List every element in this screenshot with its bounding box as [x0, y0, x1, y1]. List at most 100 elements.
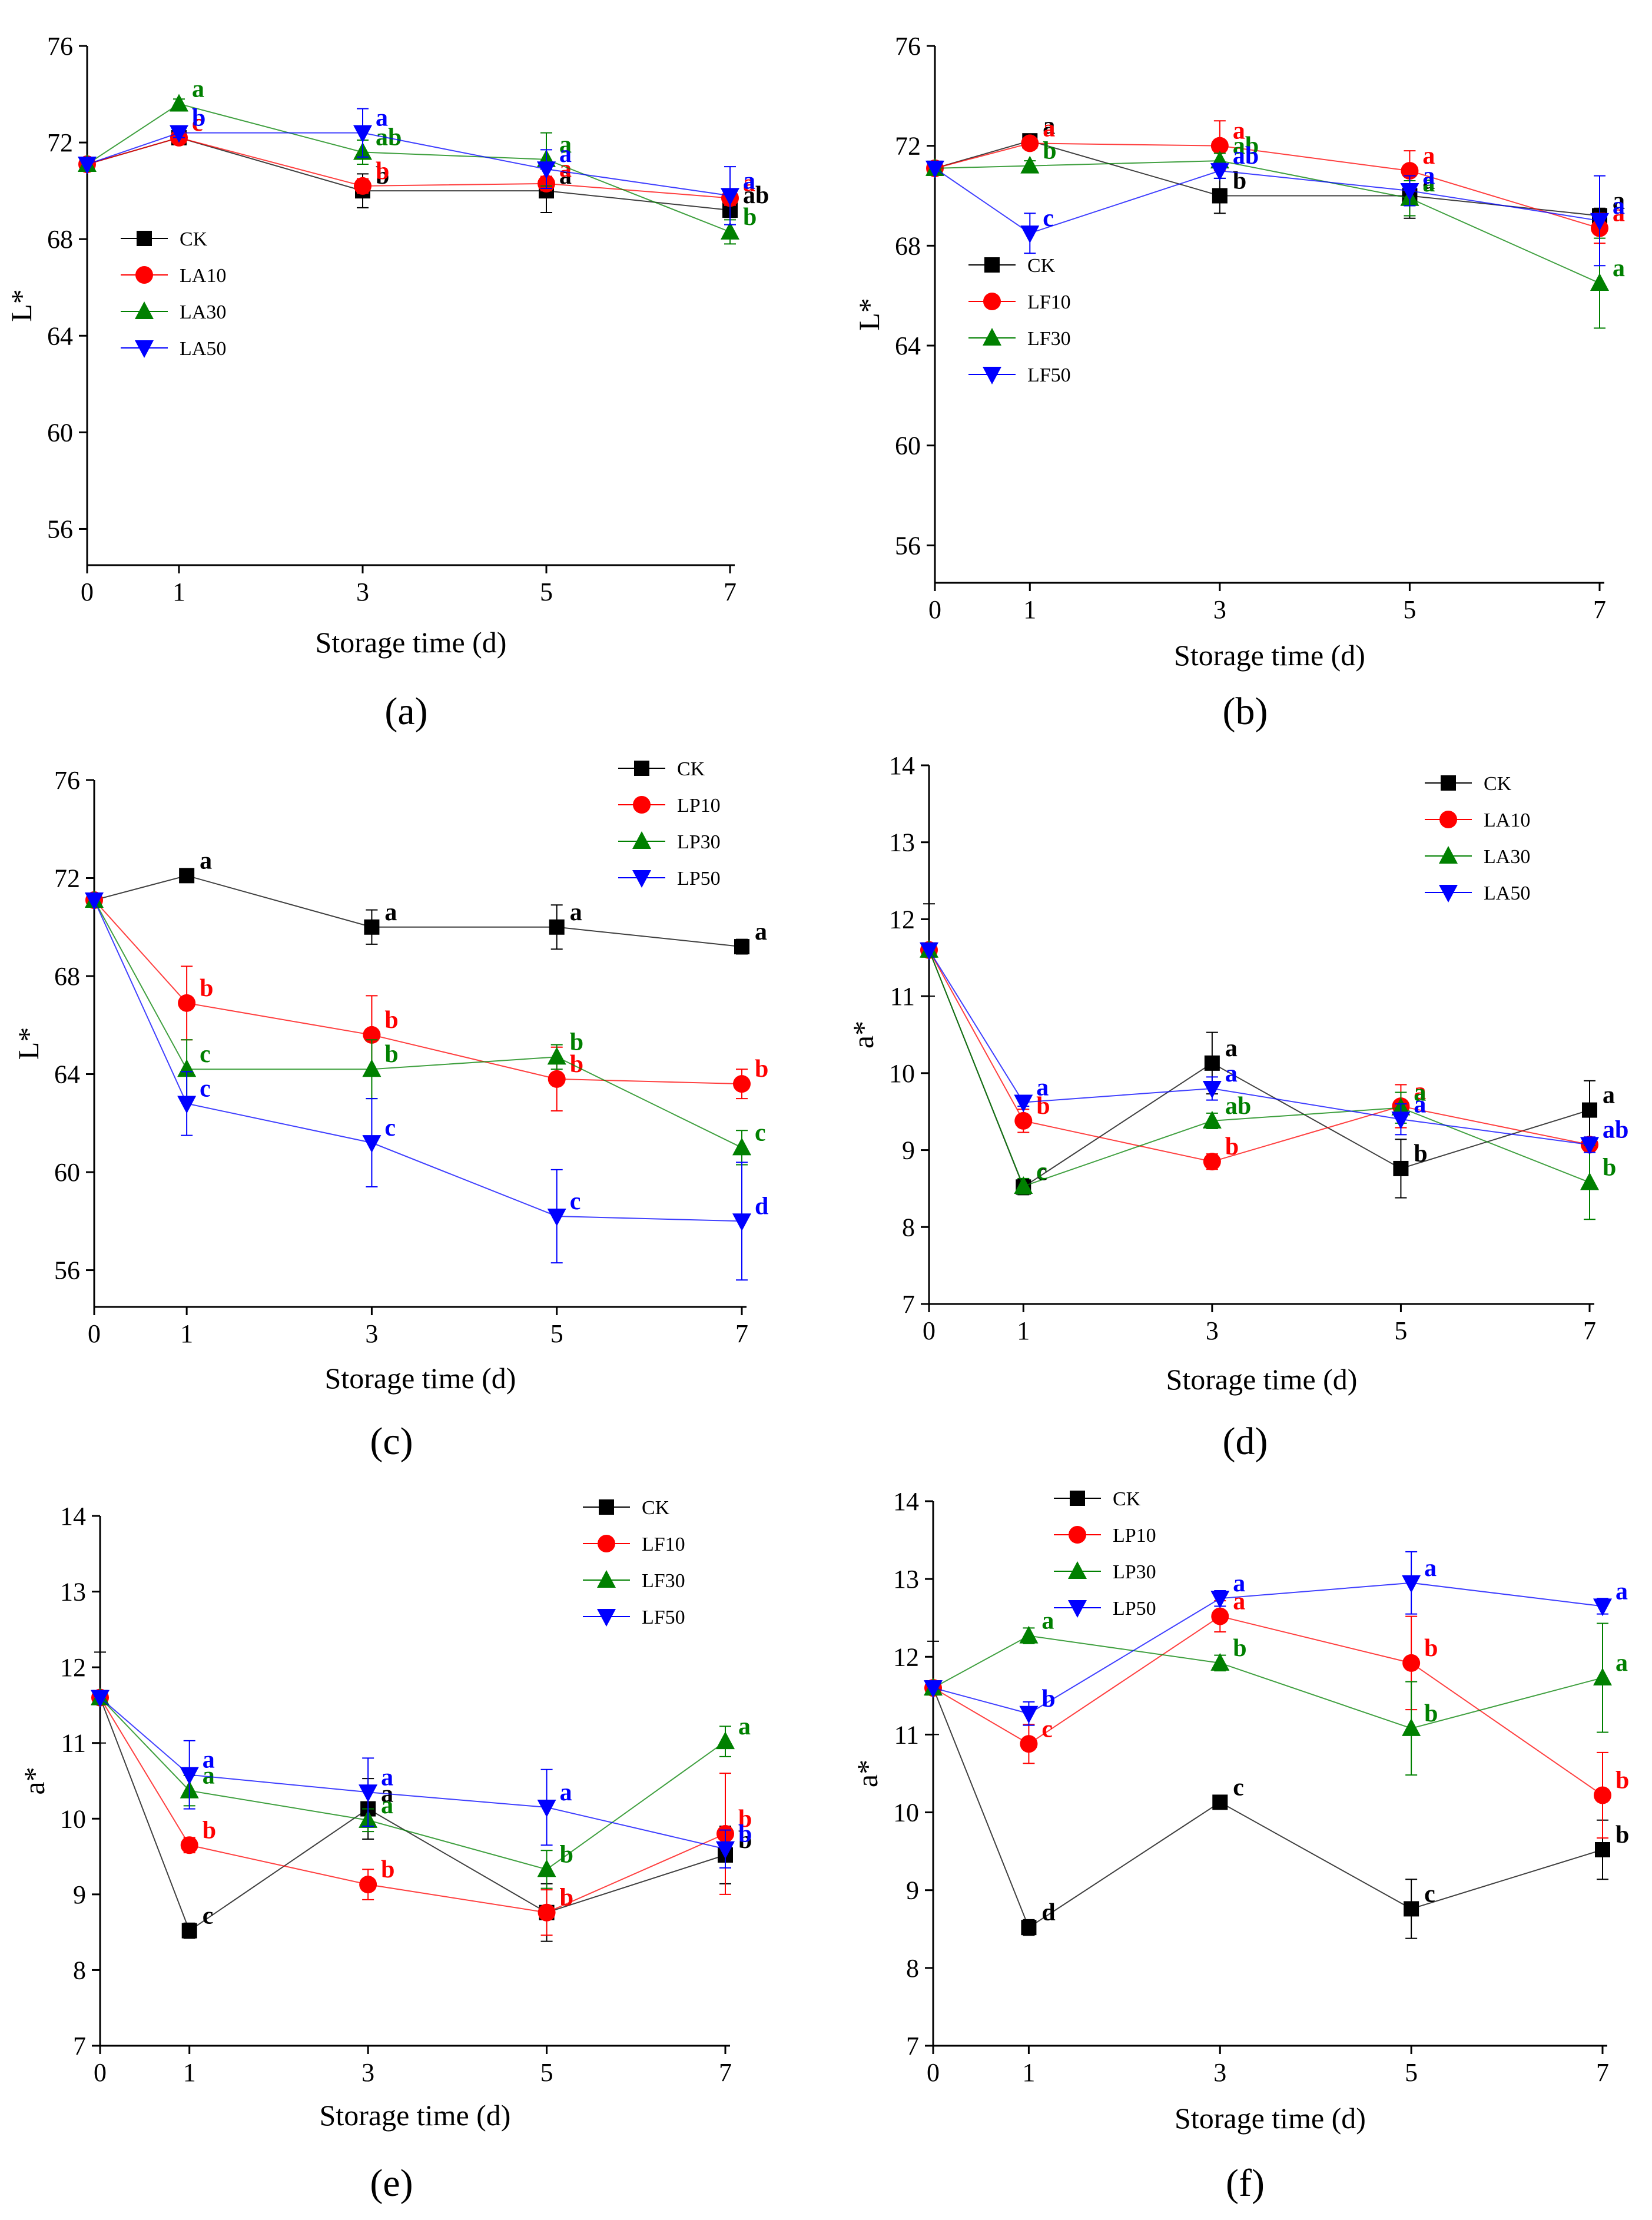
y-tick-label: 72: [47, 128, 73, 157]
data-point: [733, 1075, 751, 1093]
data-point: [78, 157, 97, 175]
significance-label: b: [1041, 1685, 1055, 1713]
x-tick-label: 3: [1206, 1316, 1219, 1345]
y-axis-label: a*: [847, 1021, 880, 1048]
x-tick-label: 3: [356, 578, 369, 606]
legend-marker: [983, 328, 1001, 346]
data-point: [1014, 1111, 1033, 1130]
x-tick-label: 1: [1023, 595, 1036, 624]
x-tick-label: 5: [1403, 595, 1416, 624]
data-point: [1212, 1794, 1228, 1810]
significance-label: a: [743, 170, 755, 197]
significance-label: b: [755, 1056, 768, 1083]
significance-label: a: [1233, 1570, 1245, 1597]
data-point: [1020, 225, 1040, 244]
x-tick-label: 7: [719, 2058, 732, 2087]
significance-label: a: [1613, 187, 1625, 214]
data-point: [362, 1135, 382, 1153]
legend-marker: [1068, 1600, 1087, 1618]
y-tick-label: 56: [47, 515, 73, 543]
x-tick-label: 0: [88, 1319, 101, 1348]
data-point: [549, 919, 565, 935]
data-point: [178, 994, 196, 1012]
legend-marker: [983, 367, 1001, 384]
significance-label: c: [200, 1041, 211, 1068]
x-tick-label: 7: [1596, 2058, 1609, 2087]
data-point: [1580, 1137, 1599, 1155]
data-point: [1203, 1153, 1221, 1171]
significance-label: a: [1613, 200, 1625, 227]
significance-label: a: [192, 75, 204, 102]
y-tick-label: 68: [895, 231, 921, 260]
legend-label: CK: [180, 228, 208, 250]
panel-label: (b): [1223, 690, 1268, 733]
y-tick-label: 9: [902, 1136, 915, 1165]
legend-label: LP30: [677, 831, 721, 853]
data-point: [732, 1213, 751, 1232]
y-tick-label: 8: [906, 1954, 919, 1983]
data-point: [362, 1059, 382, 1077]
x-tick-label: 0: [927, 2058, 940, 2087]
significance-label: c: [755, 1119, 766, 1146]
y-tick-label: 13: [889, 828, 915, 857]
significance-label: a: [1414, 1080, 1426, 1107]
significance-label: b: [570, 1028, 583, 1056]
legend-label: LP50: [1113, 1598, 1156, 1620]
data-point: [181, 1923, 197, 1939]
significance-label: b: [376, 158, 389, 185]
data-point: [1212, 188, 1228, 204]
legend-marker: [633, 796, 651, 814]
y-tick-label: 13: [893, 1565, 919, 1594]
series-LA50: b aaa: [78, 105, 755, 225]
legend: CK LA10 LA30 LA50: [1425, 773, 1530, 904]
y-tick-label: 64: [895, 331, 921, 360]
series-LP50: ccc d: [85, 892, 768, 1281]
significance-label: a: [570, 899, 582, 926]
y-tick-label: 64: [54, 1060, 80, 1089]
data-point: [1014, 1094, 1033, 1113]
legend-marker: [634, 761, 649, 776]
data-point: [537, 161, 556, 180]
significance-label: b: [560, 1884, 573, 1912]
x-axis-label: Storage time (d): [1175, 2102, 1366, 2135]
data-point: [1593, 1667, 1612, 1685]
x-tick-label: 5: [550, 1319, 563, 1348]
significance-label: a: [1422, 170, 1435, 197]
data-point: [538, 1903, 556, 1922]
x-tick-label: 0: [923, 1316, 936, 1345]
legend-label: LF50: [642, 1607, 685, 1628]
y-axis-label: L*: [5, 289, 38, 322]
x-tick-label: 3: [1213, 2058, 1226, 2087]
y-tick-label: 60: [54, 1158, 80, 1187]
significance-label: c: [200, 1075, 211, 1102]
data-point: [353, 125, 372, 143]
panel-label: (c): [370, 1420, 413, 1463]
x-tick-label: 1: [173, 578, 185, 606]
significance-label: a: [1233, 1588, 1245, 1615]
y-tick-label: 11: [890, 982, 915, 1011]
legend-marker: [135, 266, 153, 284]
legend: CK LF10 LF30 LF50: [583, 1497, 685, 1628]
significance-label: b: [1414, 1140, 1427, 1167]
data-point: [547, 1047, 566, 1065]
significance-label: a: [200, 847, 212, 874]
significance-label: a: [1422, 142, 1435, 170]
legend-label: LA10: [180, 265, 226, 287]
significance-label: a: [738, 1713, 751, 1740]
data-point: [537, 1800, 556, 1817]
panel-label: (f): [1226, 2162, 1265, 2205]
series-LP30: a b b a: [924, 1608, 1628, 1776]
significance-label: c: [1233, 1774, 1244, 1801]
legend-marker: [1439, 811, 1457, 828]
data-point: [721, 221, 739, 240]
data-point: [1211, 1607, 1229, 1625]
legend-marker: [135, 340, 154, 358]
x-tick-label: 5: [540, 578, 553, 606]
